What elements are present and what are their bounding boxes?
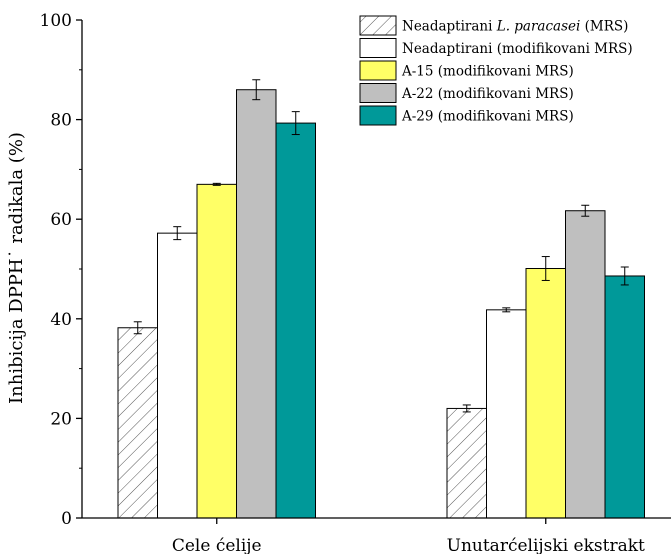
legend-label: A-22 (modifikovani MRS) (401, 86, 574, 102)
x-category-label: Cele ćelije (172, 536, 262, 554)
bar (196, 183, 237, 519)
legend-swatch (359, 83, 397, 103)
y-tick-label: 100 (40, 11, 72, 31)
legend-swatch (359, 105, 397, 126)
bar (117, 327, 158, 519)
y-axis-title: Inhibicija DPPH˙ radikala (%) (6, 132, 27, 404)
bar (604, 275, 645, 519)
legend-label-part: A-29 (modifikovani MRS) (401, 109, 574, 125)
legend-label: A-15 (modifikovani MRS) (401, 64, 574, 80)
y-tick-label: 20 (50, 409, 72, 429)
legend-swatch (359, 15, 397, 36)
y-tick-label: 80 (50, 111, 72, 131)
legend-label: A-29 (modifikovani MRS) (401, 109, 574, 125)
legend-label-part: (MRS) (580, 19, 628, 35)
legend-label-part: A-22 (modifikovani MRS) (401, 86, 574, 102)
bar (525, 268, 566, 519)
bar (486, 309, 527, 519)
legend-swatch (359, 60, 397, 81)
bar (157, 232, 198, 519)
legend-label-part: L. paracasei (496, 19, 581, 35)
x-category-label: Unutarćelijski ekstrakt (447, 536, 645, 554)
y-tick-label: 0 (61, 509, 72, 529)
legend-label: Neadaptirani (modifikovani MRS) (402, 41, 633, 57)
y-tick-label: 40 (50, 310, 72, 330)
legend: Neadaptirani L. paracasei (MRS)Neadaptir… (359, 15, 633, 126)
legend-swatch (359, 38, 397, 58)
bar (565, 210, 606, 519)
bar (275, 122, 316, 519)
legend-label-part: Neadaptirani (modifikovani MRS) (402, 41, 633, 57)
legend-label-part: Neadaptirani (402, 19, 497, 35)
legend-label-part: A-15 (modifikovani MRS) (401, 64, 574, 80)
bar (236, 89, 277, 519)
y-tick-label: 60 (50, 210, 72, 230)
bar (446, 407, 487, 519)
legend-label: Neadaptirani L. paracasei (MRS) (402, 19, 628, 35)
